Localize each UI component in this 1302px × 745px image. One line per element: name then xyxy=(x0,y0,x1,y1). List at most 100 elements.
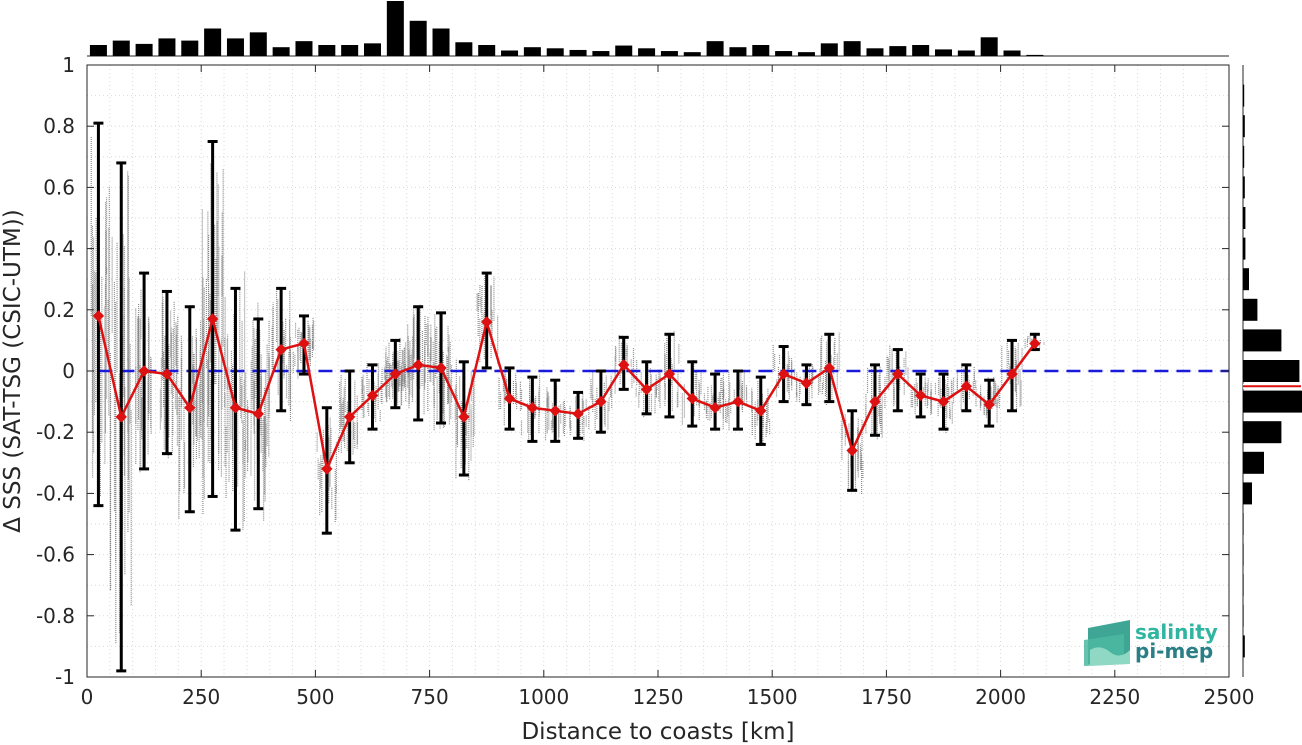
top-hist-bar xyxy=(409,20,427,56)
top-hist-bar xyxy=(272,47,290,56)
top-hist-bar xyxy=(386,1,404,56)
x-tick-label: 250 xyxy=(182,685,220,709)
data-point xyxy=(298,337,310,350)
data-point xyxy=(823,362,836,374)
top-hist-bar xyxy=(158,38,176,56)
right-hist-bar xyxy=(1243,298,1258,321)
top-hist-bar xyxy=(455,42,473,56)
data-point xyxy=(389,368,402,380)
right-hist-bar xyxy=(1243,176,1245,199)
data-point xyxy=(869,395,881,408)
top-hist-bar xyxy=(546,48,564,56)
y-axis-label: Δ SSS (SAT-TSG (CSIC-UTM)) xyxy=(0,209,26,532)
top-hist-bar xyxy=(181,40,199,56)
salinity-pi-mep-logo: salinity pi-mep xyxy=(1084,620,1218,666)
data-point xyxy=(572,408,584,420)
top-hist-bar xyxy=(432,28,450,56)
data-point xyxy=(526,402,539,414)
top-hist-bar xyxy=(638,48,656,56)
top-hist-bar xyxy=(523,47,541,56)
data-point xyxy=(686,392,698,405)
data-point xyxy=(595,395,607,408)
right-hist-bar xyxy=(1243,543,1244,566)
x-tick-label: 2250 xyxy=(1089,685,1140,709)
right-histogram xyxy=(1242,65,1302,677)
data-point xyxy=(846,444,858,457)
top-hist-bar xyxy=(478,45,496,56)
top-hist-bar xyxy=(980,37,998,56)
x-tick-label: 1500 xyxy=(747,685,798,709)
top-histogram xyxy=(87,1,1229,57)
data-point xyxy=(709,402,721,414)
data-point xyxy=(252,408,265,420)
data-point xyxy=(503,392,516,405)
top-hist-bar xyxy=(318,45,336,56)
logo-text-line1: salinity xyxy=(1135,620,1218,644)
top-hist-bar xyxy=(592,51,610,56)
data-point xyxy=(960,380,973,393)
data-point xyxy=(1029,337,1041,350)
data-point xyxy=(92,310,105,322)
data-point xyxy=(755,405,767,417)
top-hist-bar xyxy=(249,32,267,56)
y-tick-label: 0.6 xyxy=(43,175,75,199)
top-hist-bar xyxy=(112,40,130,56)
y-tick-label: -0.6 xyxy=(36,543,75,567)
data-point xyxy=(983,398,995,411)
top-hist-bar xyxy=(501,50,519,56)
data-point xyxy=(732,395,744,408)
top-hist-bar xyxy=(295,41,313,56)
top-hist-bar xyxy=(89,45,107,56)
logo-text-line2: pi-mep xyxy=(1135,639,1213,663)
main-plot: 0 250 500 750 1000 1250 1500 1750 2000 2250 2500 -… xyxy=(36,53,1254,709)
top-hist-bar xyxy=(135,43,153,56)
y-tick-label: -0.4 xyxy=(36,481,75,505)
top-hist-bar xyxy=(729,47,747,56)
data-point xyxy=(229,402,242,414)
right-hist-bar xyxy=(1243,513,1244,535)
right-hist-bar xyxy=(1243,268,1249,291)
top-hist-bar xyxy=(226,38,244,56)
data-point xyxy=(161,368,173,380)
x-tick-label: 2500 xyxy=(1204,685,1255,709)
data-point xyxy=(640,383,653,396)
data-point xyxy=(275,343,287,356)
right-hist-bar xyxy=(1243,237,1246,260)
data-point xyxy=(184,402,196,414)
wave-logo-icon xyxy=(1084,620,1130,666)
data-point xyxy=(937,395,950,408)
right-hist-bar xyxy=(1243,207,1246,229)
data-point xyxy=(115,411,127,423)
top-hist-bar xyxy=(364,43,381,56)
data-point xyxy=(206,313,219,325)
top-hist-bar xyxy=(797,52,815,56)
top-hist-bar xyxy=(615,45,633,56)
y-ticks: -1 -0.8 -0.6 -0.4 -0.2 0 0.2 0.4 0.6 0.8 1 xyxy=(36,53,1229,689)
data-point xyxy=(777,368,790,380)
right-hist-bar xyxy=(1243,635,1245,658)
data-point xyxy=(366,389,379,402)
right-hist-bar xyxy=(1243,360,1300,382)
top-hist-bar xyxy=(569,49,587,56)
top-hist-bar xyxy=(820,43,838,56)
x-tick-label: 1250 xyxy=(633,685,684,709)
data-point xyxy=(1006,368,1018,380)
data-point xyxy=(412,359,424,371)
right-hist-bar xyxy=(1243,390,1302,413)
right-hist-bar xyxy=(1243,574,1244,597)
top-hist-bar xyxy=(843,41,861,56)
x-tick-label: 500 xyxy=(296,685,334,709)
x-tick-label: 750 xyxy=(411,685,449,709)
right-hist-bar xyxy=(1243,482,1252,505)
data-point xyxy=(914,389,927,402)
right-hist-bar xyxy=(1243,604,1244,627)
y-tick-label: 1 xyxy=(62,53,75,77)
data-point xyxy=(892,368,904,380)
top-hist-bar xyxy=(889,46,907,56)
y-tick-label: -0.2 xyxy=(36,420,75,444)
top-hist-bar xyxy=(912,45,930,56)
y-tick-label: 0.8 xyxy=(43,114,75,138)
data-point xyxy=(321,463,333,475)
top-hist-bar xyxy=(866,48,884,56)
